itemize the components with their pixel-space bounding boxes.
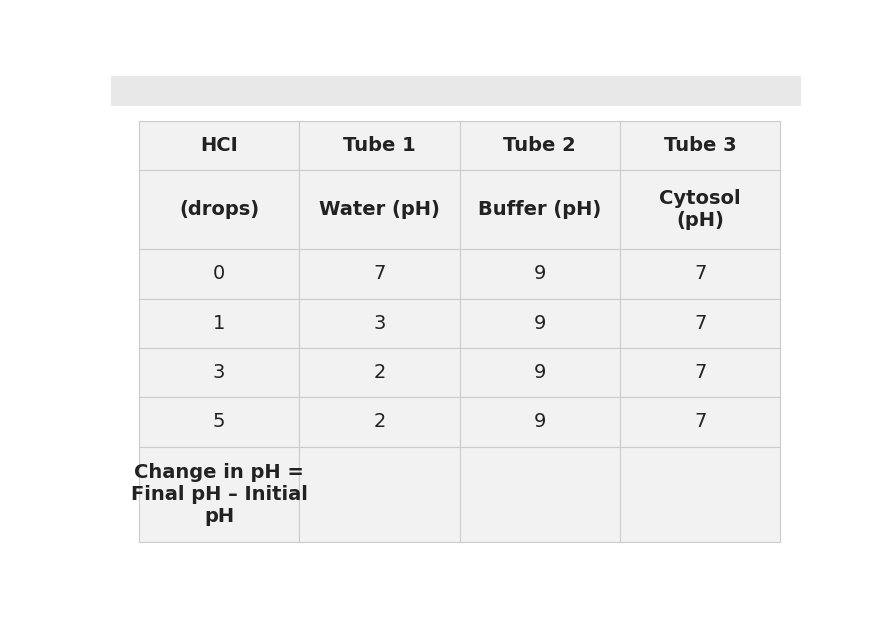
Text: 0: 0 [213,264,225,283]
Bar [459,120,620,170]
Text: 7: 7 [694,264,707,283]
Text: 1: 1 [213,314,225,333]
Bar [620,249,781,299]
Bar [620,397,781,447]
Bar [299,348,459,397]
Bar [459,299,620,348]
Text: HCI: HCI [200,136,238,155]
Bar [139,120,299,170]
Bar [459,447,620,543]
Text: 3: 3 [213,363,225,382]
Text: Buffer (pH): Buffer (pH) [478,200,602,219]
Bar [139,348,299,397]
Text: 7: 7 [694,412,707,431]
Bar [299,447,459,543]
Bar [299,249,459,299]
Text: 3: 3 [373,314,385,333]
Bar [620,170,781,249]
Bar [299,299,459,348]
Text: Water (pH): Water (pH) [319,200,440,219]
Text: Cytosol
(pH): Cytosol (pH) [659,189,741,230]
Bar [299,120,459,170]
Text: Tube 2: Tube 2 [504,136,576,155]
Bar [111,76,801,106]
Bar [299,397,459,447]
Bar [459,249,620,299]
Text: 9: 9 [534,412,546,431]
Text: 9: 9 [534,363,546,382]
Bar [620,348,781,397]
Text: 7: 7 [694,314,707,333]
Bar [139,249,299,299]
Bar [620,447,781,543]
Text: 9: 9 [534,264,546,283]
Bar [459,170,620,249]
Bar [299,170,459,249]
Bar [139,447,299,543]
Text: 2: 2 [373,412,385,431]
Text: 2: 2 [373,363,385,382]
Bar [139,299,299,348]
Text: 9: 9 [534,314,546,333]
Text: 7: 7 [694,363,707,382]
Bar [139,397,299,447]
Bar [139,170,299,249]
Text: 5: 5 [213,412,225,431]
Text: Tube 1: Tube 1 [343,136,416,155]
Text: Tube 3: Tube 3 [664,136,736,155]
Bar [620,120,781,170]
Text: (drops): (drops) [179,200,259,219]
Bar [459,348,620,397]
Bar [459,397,620,447]
Text: Change in pH =
Final pH – Initial
pH: Change in pH = Final pH – Initial pH [131,463,307,526]
Bar [620,299,781,348]
Text: 7: 7 [373,264,385,283]
